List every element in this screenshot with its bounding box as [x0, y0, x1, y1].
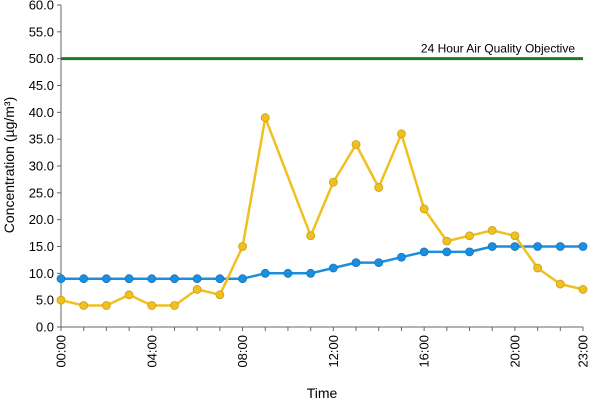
data-point: [124, 274, 134, 284]
x-tick-label: 16:00: [417, 335, 432, 368]
data-point: [533, 242, 543, 251]
data-point: [487, 225, 497, 235]
data-point: [260, 113, 270, 123]
y-tick-label: 35.0: [29, 132, 54, 147]
y-tick-label: 30.0: [29, 159, 54, 174]
data-point: [238, 242, 247, 251]
data-point: [351, 140, 361, 149]
x-tick-label: 04:00: [144, 335, 159, 368]
data-point: [487, 242, 497, 251]
series-1: [56, 242, 588, 284]
y-tick-label: 20.0: [29, 212, 54, 227]
data-point: [170, 301, 179, 310]
y-tick-label: 5.0: [36, 293, 54, 308]
data-point: [283, 268, 293, 278]
data-point: [79, 301, 89, 310]
x-axis-title: Time: [307, 385, 338, 400]
reference-line-group: 24 Hour Air Quality Objective: [61, 42, 583, 61]
data-point: [147, 301, 157, 310]
x-tick-label: 23:00: [576, 335, 591, 368]
data-point: [56, 295, 66, 305]
data-point: [351, 258, 361, 268]
y-tick-label: 45.0: [29, 78, 54, 93]
data-point: [238, 274, 247, 284]
data-point: [306, 231, 316, 241]
y-tick-label: 55.0: [29, 24, 54, 39]
data-point: [328, 177, 338, 187]
data-point: [533, 263, 543, 273]
data-point: [147, 274, 157, 284]
data-point: [306, 268, 316, 278]
y-tick-label: 15.0: [29, 239, 54, 254]
data-point: [510, 231, 520, 241]
y-tick-label: 0.0: [36, 320, 54, 335]
y-tick-label: 60.0: [29, 0, 54, 13]
data-point: [215, 274, 225, 284]
data-point: [465, 247, 474, 257]
data-point: [578, 242, 588, 251]
y-tick-label: 10.0: [29, 266, 54, 281]
data-point: [101, 274, 111, 284]
data-point: [465, 231, 474, 241]
y-tick-label: 40.0: [29, 105, 54, 120]
data-point: [578, 285, 588, 294]
y-tick-label: 25.0: [29, 185, 54, 200]
data-point: [170, 274, 179, 284]
data-point: [397, 129, 406, 139]
series-line: [61, 245, 583, 280]
x-tick-label: 08:00: [235, 335, 250, 368]
data-point: [215, 290, 225, 300]
series-2: [56, 113, 588, 310]
data-point: [419, 247, 429, 257]
data-point: [555, 242, 565, 251]
data-point: [124, 290, 134, 300]
data-point: [374, 183, 384, 192]
data-point: [328, 263, 338, 273]
data-point: [442, 247, 452, 257]
series-group: [56, 113, 588, 310]
data-point: [555, 279, 565, 289]
reference-line-label: 24 Hour Air Quality Objective: [421, 42, 575, 56]
data-point: [510, 242, 520, 251]
series-line: [60, 116, 584, 307]
data-point: [79, 274, 89, 284]
x-tick-label: 12:00: [326, 335, 341, 368]
y-tick-label: 50.0: [29, 51, 54, 66]
data-point: [419, 204, 429, 214]
data-point: [374, 258, 384, 268]
data-point: [260, 268, 270, 278]
x-tick-label: 00:00: [54, 335, 69, 368]
data-point: [56, 274, 66, 284]
data-point: [397, 252, 406, 262]
data-point: [442, 236, 452, 246]
data-point: [192, 274, 202, 284]
x-tick-label: 20:00: [507, 335, 522, 368]
axes: 0.0 5.0 10.0 15.0 20.0 25.0 30.0 35.0 40.0 45.0 50…: [29, 0, 591, 368]
data-point: [101, 301, 111, 310]
data-point: [192, 285, 202, 294]
y-axis-title: Concentration (µg/m³): [1, 97, 17, 233]
